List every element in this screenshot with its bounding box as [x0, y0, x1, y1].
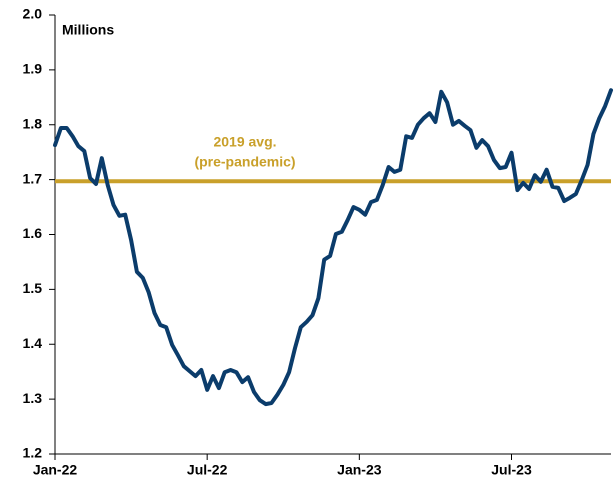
y-tick-label: 1.9: [23, 61, 43, 77]
y-tick-label: 2.0: [23, 6, 43, 22]
y-tick-label: 1.2: [23, 445, 43, 461]
series-line: [53, 88, 613, 407]
y-tick-label: 1.6: [23, 225, 43, 241]
x-tick-label: Jan-23: [337, 462, 382, 478]
reference-label: (pre-pandemic): [194, 154, 295, 170]
y-tick-label: 1.4: [23, 335, 43, 351]
y-tick-label: 1.5: [23, 280, 43, 296]
reference-label: 2019 avg.: [213, 134, 276, 150]
y-axis-label: Millions: [62, 22, 114, 38]
x-tick-label: Jul-22: [187, 462, 228, 478]
y-tick-label: 1.3: [23, 390, 43, 406]
x-tick-label: Jul-23: [491, 462, 532, 478]
y-tick-label: 1.8: [23, 115, 43, 131]
y-tick-label: 1.7: [23, 170, 43, 186]
x-tick-label: Jan-22: [33, 462, 78, 478]
